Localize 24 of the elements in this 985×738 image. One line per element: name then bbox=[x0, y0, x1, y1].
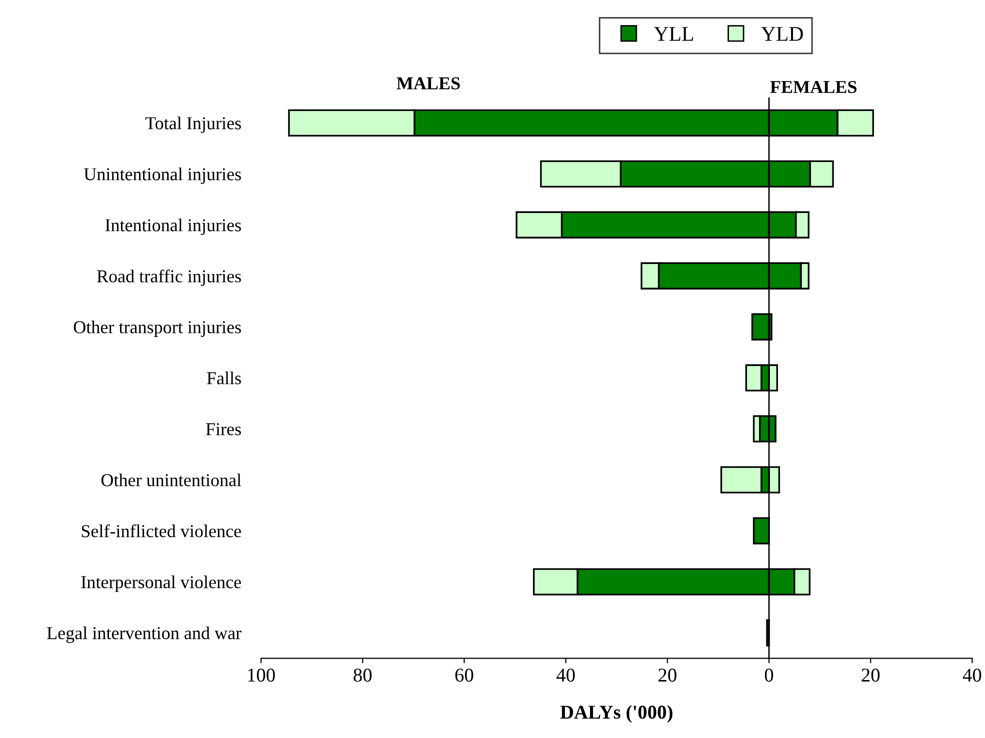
x-tick-label: 20 bbox=[862, 668, 880, 682]
legend-label: YLL bbox=[654, 27, 693, 41]
y-tick-label: Other unintentional bbox=[101, 474, 242, 486]
y-tick-label: Fires bbox=[206, 423, 241, 436]
text: FEMALES bbox=[770, 80, 856, 94]
x-tick-label: 40 bbox=[962, 668, 982, 682]
legend-label: YLD bbox=[761, 27, 803, 41]
x-tick-label: 40 bbox=[556, 668, 575, 682]
x-axis-title: DALYs ('000) bbox=[560, 705, 672, 723]
y-tick-label: Intentional injuries bbox=[105, 218, 241, 235]
x-tick-label: 100 bbox=[248, 668, 275, 682]
x-tick-label: 20 bbox=[658, 668, 676, 682]
y-tick-label: Other transport injuries bbox=[74, 320, 241, 337]
y-tick-label: Interpersonal violence bbox=[81, 576, 241, 592]
x-tick-label: 0 bbox=[764, 668, 774, 682]
y-tick-label: Unintentional injuries bbox=[84, 168, 241, 184]
y-tick-label: Falls bbox=[206, 372, 241, 384]
x-tick-label: 60 bbox=[455, 668, 474, 682]
y-tick-label: Self-inflicted violence bbox=[82, 524, 241, 538]
text: MALES bbox=[396, 77, 460, 90]
x-tick-label: 80 bbox=[354, 668, 372, 682]
y-tick-label: Total Injuries bbox=[145, 116, 241, 134]
y-tick-label: Road traffic injuries bbox=[97, 270, 241, 286]
y-tick-label: Legal intervention and war bbox=[47, 626, 242, 643]
